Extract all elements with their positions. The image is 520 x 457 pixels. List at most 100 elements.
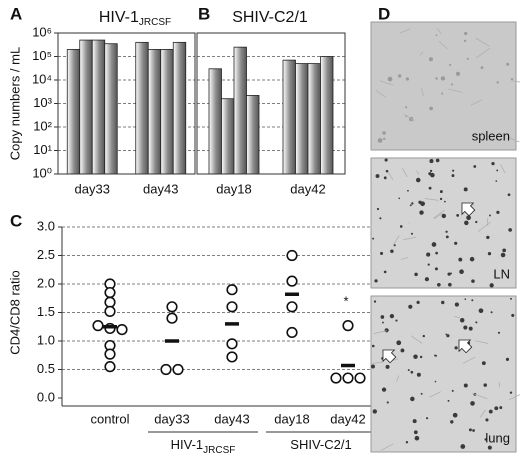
fiber [375,90,387,98]
cell [386,401,389,404]
cell [419,210,424,215]
cell [373,300,377,303]
cell [372,237,375,240]
cell [468,326,473,331]
cell [450,83,454,86]
data-point [160,363,172,376]
cell [452,169,455,172]
cell [459,317,465,323]
y-tick-label: 10¹ [33,142,52,157]
fiber [448,88,463,93]
y-axis-label: CD4/CD8 ratio [7,270,22,355]
y-tick-label: 2.0 [37,275,55,290]
cell [500,252,506,258]
cell [450,272,452,275]
x-tick-label: day18 [216,181,251,196]
fiber [371,361,383,365]
fiber [434,212,443,220]
cell [389,313,395,319]
cell [435,158,440,163]
cell [410,370,414,374]
cell [490,311,493,314]
data-point [342,372,354,384]
cell [445,235,449,239]
cell [475,220,478,224]
y-tick-label: 0.0 [37,389,55,404]
cell [471,299,474,302]
arrow [382,349,397,364]
cell [446,334,450,338]
y-tick-label: 0.5 [37,361,55,376]
data-point [104,296,116,308]
data-point [226,351,238,363]
micrograph [370,21,517,151]
cell [415,177,421,183]
cell [456,213,460,217]
cell [441,300,445,305]
cell [495,180,498,182]
cell [452,412,458,418]
fiber [408,222,411,224]
fiber [379,80,394,86]
fiber [387,171,394,181]
cell [372,409,377,414]
fiber [396,375,400,382]
bar [66,49,81,175]
fiber [433,209,445,219]
cell [463,383,468,388]
fiber [429,391,441,398]
cell [434,380,437,383]
cell [435,77,438,80]
cell [449,63,452,67]
cell [510,297,512,300]
cell [448,282,452,287]
cell [371,364,375,369]
bar [160,49,174,175]
bar [221,98,235,175]
cell [489,214,491,217]
bar [233,46,247,175]
cell [458,257,463,262]
x-tick-label: day43 [214,411,249,426]
data-point [104,286,116,299]
x-tick-label: day42 [290,181,325,196]
cell [466,57,469,60]
cell [466,215,471,221]
cell [377,138,383,143]
cell [405,441,409,444]
cell [407,189,409,192]
cell [374,279,378,283]
cell [384,158,388,162]
cell [485,418,489,422]
cell [405,77,410,81]
y-tick-label: 10³ [33,95,52,110]
fiber [438,40,448,50]
cell [387,76,393,82]
fiber [470,99,482,106]
fiber [454,315,460,319]
cell [381,387,387,392]
cell [399,225,403,228]
cell [475,321,478,324]
cell [459,269,464,275]
fiber [511,80,520,83]
cell [469,256,475,262]
cell [385,169,389,173]
fiber [380,443,394,451]
x-tick-label: control [90,411,129,426]
cell [413,430,418,435]
cell [444,200,446,203]
cell [393,244,396,247]
cell [414,272,418,277]
plot-frame [57,32,196,175]
cell [413,354,418,359]
cell [505,357,510,361]
data-point [342,320,354,332]
fiber [477,221,491,232]
cell [411,202,414,205]
title-main: SHIV-C2/1 [232,9,308,26]
cell [396,340,402,346]
fiber [479,409,486,419]
title-main: HIV-1 [171,437,204,452]
